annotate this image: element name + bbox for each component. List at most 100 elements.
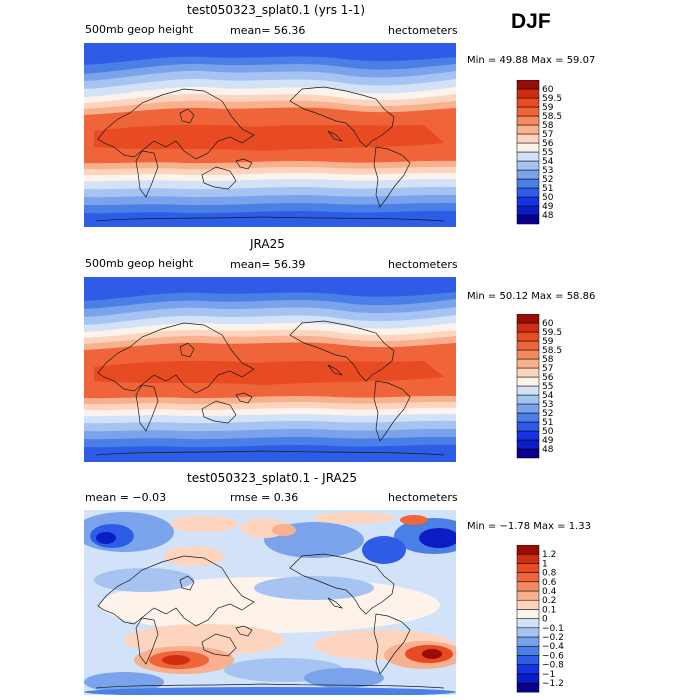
panel1-colorbar-swatch (516, 187, 540, 198)
panel1-colorbar-tick-label: 52 (542, 175, 553, 185)
panel2-colorbar-swatch (516, 367, 540, 378)
panel3-colorbar-tick-label: 0.1 (542, 605, 556, 615)
panel1-mean: mean= 56.36 (230, 24, 306, 37)
panel3-colorbar-swatch (516, 664, 540, 675)
panel3-colorbar-tick-label: 0.4 (542, 587, 557, 597)
panel1-colorbar-tick-label: 55 (542, 148, 553, 158)
panel2-colorbar-tick-label: 48 (542, 445, 554, 455)
panel1-colorbar-swatch (516, 205, 540, 216)
panel2-colorbar-swatch (516, 358, 540, 369)
panel1-colorbar-swatch (516, 115, 540, 126)
panel3-colorbar-tick-label: 0 (542, 615, 548, 625)
panel2-colorbar-tick-label: 59 (542, 337, 554, 347)
panel1-colorbar-tick-label: 58.5 (542, 112, 562, 122)
panel3-colorbar-tick-label: −0.6 (542, 651, 564, 661)
panel2-field-label: 500mb geop height (85, 257, 194, 270)
panel1-title: test050323_splat0.1 (yrs 1-1) (187, 3, 366, 17)
panel1-colorbar-tick-label: 58 (542, 121, 554, 131)
panel1-colorbar-swatch (516, 178, 540, 189)
panel3-colorbar-swatch (516, 636, 540, 647)
panel2-colorbar-tick-label: 56 (542, 373, 554, 383)
panel1-colorbar-swatch (516, 97, 540, 108)
panel1-colorbar-tick-label: 53 (542, 166, 553, 176)
panel2-colorbar-swatch (516, 412, 540, 423)
panel1-colorbar-swatch (516, 160, 540, 171)
panel1-colorbar-tick-label: 50 (542, 193, 554, 203)
panel2-colorbar-swatch (516, 430, 540, 441)
panel2-colorbar-tick-label: 49 (542, 436, 554, 446)
panel3-colorbar-swatch (516, 645, 540, 656)
panel1-colorbar-tick-label: 59.5 (542, 94, 562, 104)
panel3-map (84, 510, 456, 695)
panel2-minmax: Min = 50.12 Max = 58.86 (467, 291, 596, 302)
panel3-colorbar-tick-label: −0.4 (542, 642, 564, 652)
panel2-colorbar-tick-label: 58 (542, 355, 554, 365)
panel3-colorbar-swatch (516, 581, 540, 592)
panel3-colorbar-swatch (516, 682, 540, 693)
panel3-colorbar-swatch (516, 599, 540, 610)
panel3-colorbar-tick-label: 1 (542, 559, 548, 569)
panel2-map (84, 277, 456, 462)
panel1-field-label: 500mb geop height (85, 23, 194, 36)
panel2-colorbar-swatch (516, 421, 540, 432)
panel1-colorbar-swatch (516, 142, 540, 153)
panel3-rmse: rmse = 0.36 (230, 491, 299, 504)
panel3-colorbar-swatch (516, 609, 540, 619)
map2-contour-59 (94, 360, 444, 385)
panel2-colorbar-tick-label: 60 (542, 319, 554, 329)
panel2-colorbar-tick-label: 59.5 (542, 328, 562, 338)
panel3-colorbar-swatch (516, 655, 540, 665)
panel1-colorbar-tick-label: 54 (542, 157, 554, 167)
panel3-colorbar-tick-label: −1.2 (542, 679, 564, 689)
panel2-mean: mean= 56.39 (230, 258, 306, 271)
panel3-colorbar-swatch (516, 590, 540, 601)
panel1-colorbar-tick-label: 59 (542, 103, 554, 113)
panel3-minmax: Min = −1.78 Max = 1.33 (467, 521, 591, 532)
map1-contour-59 (94, 124, 444, 151)
panel1-colorbar-swatch (516, 88, 540, 99)
panel2-colorbar-swatch (516, 439, 540, 450)
panel3-colorbar-tick-label: −1 (542, 670, 555, 680)
panel1-colorbar-swatch (516, 80, 540, 90)
panel3-colorbar-swatch (516, 673, 540, 684)
panel3-colorbar-tick-label: −0.2 (542, 633, 564, 643)
panel1-colorbar-tick-label: 49 (542, 202, 554, 212)
panel3-colorbar-swatch (516, 572, 540, 583)
panel1-colorbar-tick-label: 56 (542, 139, 554, 149)
panel3-title: test050323_splat0.1 - JRA25 (187, 471, 358, 485)
panel3-colorbar-tick-label: 1.2 (542, 550, 556, 560)
panel3-colorbar: −1.2−1−0.8−0.6−0.4−0.2−0.100.10.20.40.60… (516, 545, 564, 693)
panel1-colorbar-swatch (516, 124, 540, 135)
panel2-colorbar-tick-label: 54 (542, 391, 554, 401)
panel3-colorbar-tick-label: 0.8 (542, 569, 557, 579)
panel1-map (84, 43, 456, 227)
panel2-colorbar-swatch (516, 385, 540, 396)
panel2-colorbar-tick-label: 53 (542, 400, 553, 410)
panel1-colorbar-swatch (516, 169, 540, 180)
panel3-colorbar-swatch (516, 545, 540, 555)
panel2-colorbar-swatch (516, 376, 540, 387)
panel3-colorbar-tick-label: 0.2 (542, 596, 556, 606)
season-label: DJF (511, 10, 551, 33)
panel3-mean: mean = −0.03 (85, 491, 167, 504)
panel2-colorbar-swatch (516, 331, 540, 342)
panel2-colorbar-tick-label: 51 (542, 418, 553, 428)
panel3-colorbar-swatch (516, 627, 540, 638)
panel2-colorbar-swatch (516, 394, 540, 405)
panel3-colorbar-tick-label: −0.8 (542, 661, 564, 671)
panel2-colorbar-swatch (516, 322, 540, 333)
panel1-colorbar-swatch (516, 214, 540, 225)
panel3-colorbar-tick-label: 0.6 (542, 578, 557, 588)
panel1-colorbar-tick-label: 60 (542, 85, 554, 95)
panel1-minmax: Min = 49.88 Max = 59.07 (467, 55, 596, 66)
map1-continents (95, 86, 445, 222)
panel1-colorbar-tick-label: 57 (542, 130, 553, 140)
panel2-colorbar-tick-label: 58.5 (542, 346, 562, 356)
panel2-colorbar-tick-label: 52 (542, 409, 553, 419)
panel1-colorbar-swatch (516, 151, 540, 162)
panel2-colorbar-tick-label: 57 (542, 364, 553, 374)
panel1-colorbar-swatch (516, 196, 540, 207)
panel1-colorbar-tick-label: 48 (542, 211, 554, 221)
